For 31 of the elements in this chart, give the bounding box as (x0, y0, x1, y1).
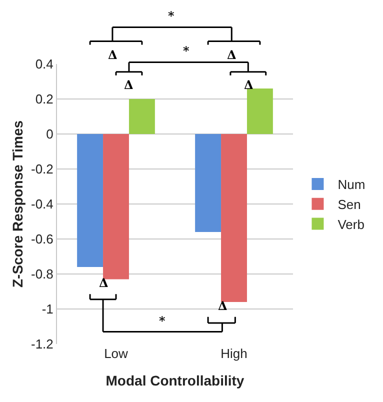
legend-label: Num (338, 177, 366, 192)
y-axis-title: Z-Score Response Times (10, 120, 26, 288)
annotation: * (159, 314, 166, 328)
bar (246, 88, 273, 134)
y-tick-label: -0.4 (30, 196, 54, 212)
bar (195, 134, 222, 232)
text: * (168, 9, 175, 23)
bar (77, 134, 104, 267)
text: Δ (108, 48, 118, 62)
x-tick-label: High (220, 346, 248, 361)
y-tick-label: -1 (42, 302, 54, 317)
text: * (183, 44, 190, 58)
bar (103, 134, 129, 280)
y-tick-label: -1.2 (30, 336, 54, 352)
y-tick-label: -0.8 (30, 266, 54, 282)
y-tick-label: -0.2 (30, 162, 54, 177)
y-tick-label: -0.6 (30, 232, 54, 247)
legend-label: Verb (338, 216, 364, 232)
x-tick-label: Low (104, 346, 129, 361)
bar (221, 134, 247, 302)
text: Δ (227, 48, 236, 62)
y-tick-label: 0.2 (35, 92, 54, 107)
x-axis-title: Modal Controllability (106, 372, 244, 388)
annotation: Δ (244, 78, 254, 92)
annotation: Δ (99, 276, 108, 290)
y-tick-label: 0 (46, 126, 54, 142)
annotation: Δ (124, 78, 134, 92)
annotation: Δ (218, 299, 228, 313)
y-tick-label: 0.4 (35, 56, 54, 72)
bar (128, 99, 155, 134)
legend-label: Sen (338, 196, 361, 212)
